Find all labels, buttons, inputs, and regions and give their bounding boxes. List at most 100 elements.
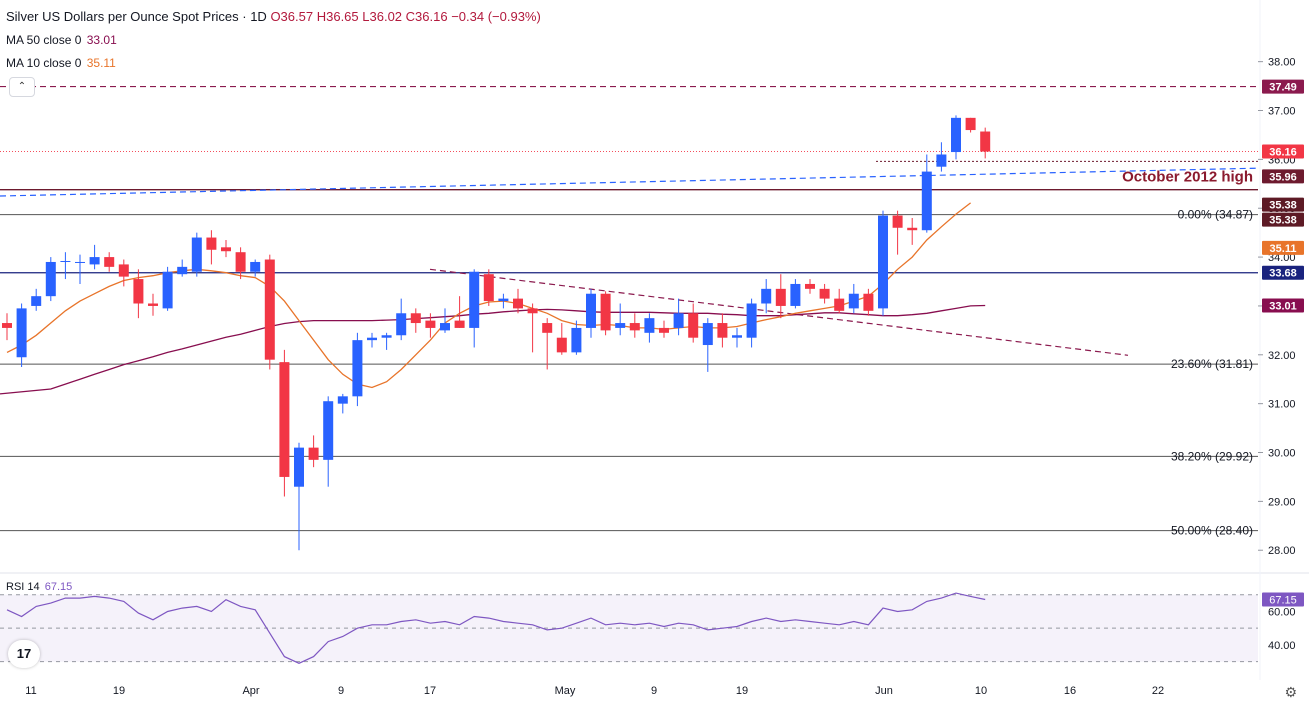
candle-body <box>892 215 903 228</box>
candle-body <box>104 257 115 267</box>
candle-body <box>965 117 976 131</box>
time-tick-label: Jun <box>875 685 893 697</box>
candle-body <box>425 320 436 328</box>
candle-body <box>323 401 334 460</box>
price-tag-label: 35.38 <box>1269 200 1297 212</box>
candle-body <box>761 288 772 304</box>
candle-body <box>264 259 275 360</box>
candle-body <box>513 298 523 309</box>
time-tick-label: 10 <box>975 685 987 697</box>
rsi-label: RSI 14 <box>6 581 40 593</box>
price-tick-label: 38.00 <box>1268 57 1296 69</box>
candle-body <box>527 308 538 314</box>
candle-body <box>133 279 144 304</box>
candle-body <box>702 323 713 346</box>
price-tick-label: 28.00 <box>1268 545 1296 557</box>
fib-level-label: 23.60% (31.81) <box>1171 357 1253 371</box>
candle-body <box>31 296 42 306</box>
price-tag-label: 35.96 <box>1269 171 1297 183</box>
candle-body <box>148 303 158 306</box>
ma50-legend[interactable]: MA 50 close 0 33.01 <box>6 33 117 47</box>
rsi-tick-label: 40.00 <box>1268 640 1296 652</box>
fib-level-label: 38.20% (29.92) <box>1171 449 1253 463</box>
candle-body <box>775 288 786 306</box>
candle-body <box>571 327 582 353</box>
price-tag-bg <box>1262 79 1304 94</box>
candle-body <box>790 283 801 306</box>
candle-body <box>980 131 991 152</box>
candle-body <box>673 313 684 328</box>
candle-body <box>381 335 392 338</box>
candle-body <box>191 237 202 272</box>
price-tick-label: 29.00 <box>1268 496 1296 508</box>
time-tick-label: 11 <box>25 685 36 697</box>
candle-body <box>659 327 669 333</box>
candle-body <box>294 447 304 487</box>
candle-body <box>250 261 261 272</box>
rsi-band-fill <box>0 594 1258 662</box>
price-tag-label: 36.16 <box>1269 147 1297 159</box>
candle-body <box>951 117 961 153</box>
candle-body <box>717 323 728 338</box>
time-tick-label: 16 <box>1064 685 1076 697</box>
october-2012-high-label: October 2012 high <box>1122 169 1253 186</box>
candle-body <box>878 215 888 309</box>
candle-body <box>542 323 553 333</box>
chevron-up-icon[interactable]: ⌃ <box>9 77 35 97</box>
price-tag-bg <box>1262 240 1304 255</box>
candle-body <box>498 298 509 302</box>
rsi-tag-label: 67.15 <box>1269 594 1297 606</box>
ma10-legend[interactable]: MA 10 close 0 35.11 <box>6 56 116 70</box>
candle-body <box>279 362 290 477</box>
time-tick-label: 9 <box>651 685 657 697</box>
candle-body <box>45 261 56 297</box>
candle-body <box>367 337 377 341</box>
candle-body <box>483 274 494 302</box>
change-value: −0.34 (−0.93%) <box>451 9 541 24</box>
price-tag-label: 37.49 <box>1269 82 1297 94</box>
tradingview-logo-icon[interactable]: 17 <box>8 640 40 668</box>
candle-body <box>615 323 626 328</box>
candle-body <box>586 293 596 328</box>
price-tick-label: 32.00 <box>1268 350 1296 362</box>
close-value: C36.16 <box>405 9 448 24</box>
rsi-legend[interactable]: RSI 14 67.15 <box>6 581 72 593</box>
price-tag-bg <box>1262 169 1304 184</box>
candle-body <box>805 283 815 289</box>
price-tag-label: 33.68 <box>1269 268 1297 280</box>
candle-body <box>235 252 246 272</box>
candle-body <box>936 154 947 167</box>
time-tick-label: 22 <box>1152 685 1164 697</box>
price-tag-label: 33.01 <box>1269 300 1297 312</box>
time-tick-label: 9 <box>338 685 344 697</box>
candle-body <box>556 337 567 353</box>
candle-body <box>16 308 27 358</box>
price-tick-label: 37.00 <box>1268 106 1296 118</box>
candle-body <box>688 313 699 338</box>
rsi-tag-bg <box>1262 592 1304 607</box>
chart-header: Silver US Dollars per Ounce Spot Prices … <box>6 9 541 24</box>
candle-body <box>440 323 450 331</box>
candle-body <box>162 271 173 309</box>
price-tick-label: 34.00 <box>1268 252 1296 264</box>
gear-icon[interactable]: ⚙ <box>1284 684 1297 700</box>
candle-body <box>308 447 319 460</box>
open-value: O36.57 <box>270 9 314 24</box>
ma50-value: 33.01 <box>86 33 117 47</box>
candle-body <box>89 257 100 265</box>
candle-body <box>60 260 71 262</box>
rising-trendline <box>0 167 1259 197</box>
price-tag-bg <box>1262 212 1304 227</box>
candle-body <box>629 323 640 331</box>
fib-level-label: 0.00% (34.87) <box>1178 208 1253 222</box>
fib-level-label: 50.00% (28.40) <box>1171 524 1253 538</box>
price-tag-bg <box>1262 298 1304 313</box>
candle-body <box>469 271 480 328</box>
candle-body <box>863 293 874 311</box>
candle-body <box>644 318 655 333</box>
ma10-value: 35.11 <box>86 56 116 70</box>
candle-body <box>907 227 918 231</box>
price-tag-label: 35.11 <box>1270 243 1297 255</box>
ma10-label: MA 10 close 0 <box>6 56 82 70</box>
